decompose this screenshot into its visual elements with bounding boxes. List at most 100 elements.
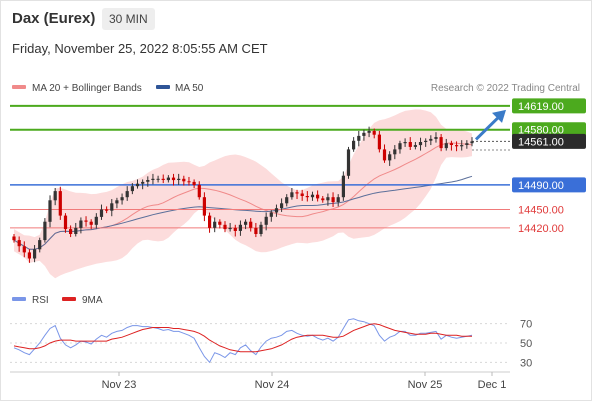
legend-swatch-ma50 [156, 85, 170, 89]
candle-body [372, 131, 376, 135]
candle-body [377, 134, 381, 150]
candle-body [259, 224, 263, 234]
candle-body [326, 197, 330, 201]
candle-body [130, 186, 134, 192]
candle-body [223, 224, 227, 230]
candle-body [192, 181, 196, 185]
candle-body [295, 192, 299, 194]
candle-body [300, 193, 304, 196]
candle-body [393, 149, 397, 155]
legend-label-ma50: MA 50 [175, 83, 204, 94]
x-tick-label: Nov 24 [255, 379, 290, 391]
candle-body [125, 191, 129, 198]
candle-body [166, 177, 170, 181]
target-arrow [474, 109, 506, 141]
candle-body [331, 197, 335, 203]
candle-body [413, 145, 417, 147]
legend-swatch-9ma [62, 297, 76, 301]
candle-body [22, 246, 26, 253]
candle-body [449, 143, 453, 145]
candle-body [382, 149, 387, 161]
candle-body [135, 183, 140, 187]
level-tag-14580.00 [512, 122, 586, 138]
last-price-label: 14561.00 [518, 136, 564, 148]
candle-body [141, 181, 145, 184]
candle-body [48, 200, 52, 222]
candle-body [43, 221, 47, 241]
candle-body [336, 197, 340, 203]
candle-body [182, 178, 186, 182]
instrument-title: Dax (Eurex) [12, 10, 96, 27]
candle-body [357, 135, 361, 141]
candle-body [228, 227, 232, 230]
candle-body [187, 181, 191, 183]
source-note: Research © 2022 Trading Central [431, 83, 580, 94]
candle-body [249, 221, 253, 228]
candle-body [424, 140, 428, 142]
candle-body [58, 191, 62, 216]
x-tick-label: Nov 25 [408, 379, 443, 391]
candle-body [388, 154, 392, 161]
candle-body [33, 249, 37, 259]
candle-body [274, 208, 279, 213]
candle-body [233, 227, 237, 231]
last-price-tag [512, 133, 586, 149]
candle-body [460, 145, 464, 147]
candles [12, 126, 474, 263]
candle-body [455, 145, 459, 147]
candle-body [321, 198, 325, 201]
candle-body [238, 224, 242, 231]
candle-body [439, 137, 443, 149]
rsi-legend: RSI 9MA [12, 295, 103, 306]
candle-body [398, 143, 402, 150]
candle-body [105, 209, 109, 211]
arrow-head [492, 109, 506, 123]
candle-body [38, 240, 42, 250]
candle-body [434, 137, 438, 139]
candle-body [202, 197, 206, 216]
rsi-ma-line [13, 323, 472, 353]
candle-body [69, 229, 73, 234]
price-levels [10, 104, 510, 229]
candle-body [110, 203, 114, 211]
candle-body [120, 197, 124, 201]
rsi-line [13, 318, 473, 364]
candle-body [151, 178, 155, 180]
moving-averages [13, 142, 473, 250]
x-tick-label: Nov 23 [102, 379, 137, 391]
candle-body [12, 236, 16, 241]
rsi-lines [13, 318, 473, 364]
candle-body [280, 203, 284, 209]
candle-body [429, 138, 433, 141]
candle-body [264, 216, 268, 225]
candle-body [305, 196, 309, 198]
candle-body [94, 216, 98, 225]
candle-body [465, 143, 469, 145]
candle-body [99, 209, 104, 217]
timestamp: Friday, November 25, 2022 8:05:55 AM CET [12, 41, 268, 56]
legend-label-rsi: RSI [32, 295, 49, 306]
candle-body [285, 197, 289, 204]
candle-body [213, 221, 217, 228]
candle-body [418, 142, 423, 146]
x-axis: Nov 23 Nov 24 Nov 25 Dec 1 [10, 371, 510, 391]
candle-body [197, 184, 201, 198]
rsi-grid: 70 50 30 [10, 319, 532, 369]
level-label-14490.00: 14490.00 [518, 180, 564, 192]
candle-body [310, 194, 315, 198]
candle-body [408, 142, 412, 147]
candle-body [470, 141, 474, 144]
legend-swatch-rsi [12, 297, 26, 301]
timeframe-badge[interactable]: 30 MIN [102, 8, 155, 30]
candle-body [63, 215, 68, 230]
candle-body [161, 178, 165, 180]
bollinger-band-area [14, 109, 472, 279]
level-tag-14619.00 [512, 98, 586, 114]
candle-body [74, 227, 78, 234]
candle-body [341, 175, 345, 198]
candle-body [79, 220, 83, 228]
level-label-14580.00: 14580.00 [518, 125, 564, 137]
bollinger-bands [14, 109, 472, 279]
arrow-shaft [474, 114, 502, 141]
candle-body [53, 191, 57, 201]
